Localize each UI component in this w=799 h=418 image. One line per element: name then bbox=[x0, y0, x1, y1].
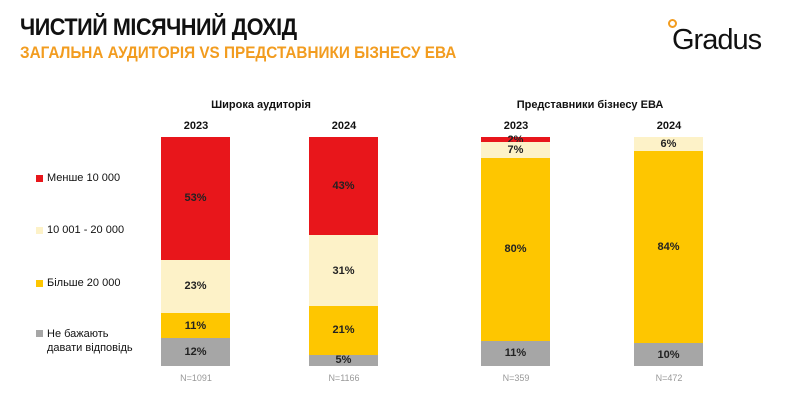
legend-item: Не бажають давати відповідь bbox=[36, 327, 136, 355]
group-title: Представники бізнесу ЕВА bbox=[516, 99, 664, 111]
page-title: ЧИСТИЙ МІСЯЧНИЙ ДОХІД bbox=[20, 14, 297, 41]
stacked-bar: 6% 84% 10% bbox=[634, 137, 703, 366]
legend-swatch bbox=[36, 175, 43, 182]
legend-item: Більше 20 000 bbox=[36, 277, 120, 289]
bar-segment: 6% bbox=[634, 137, 703, 151]
bar-segment: 7% bbox=[481, 141, 550, 158]
year-label: 2024 bbox=[331, 120, 357, 132]
sample-size-label: N=1166 bbox=[328, 373, 360, 383]
year-label: 2024 bbox=[656, 120, 682, 132]
bar-segment: 11% bbox=[161, 312, 230, 339]
page-subtitle: ЗАГАЛЬНА АУДИТОРІЯ VS ПРЕДСТАВНИКИ БІЗНЕ… bbox=[20, 43, 457, 62]
bar-segment: 11% bbox=[481, 340, 550, 366]
bar-segment: 5% bbox=[309, 354, 378, 366]
bar-segment: 43% bbox=[309, 137, 378, 236]
stacked-bar: 43% 31% 21% 5% bbox=[309, 137, 378, 366]
year-label: 2023 bbox=[183, 120, 209, 132]
bar-segment: 84% bbox=[634, 150, 703, 344]
legend-swatch bbox=[36, 280, 43, 287]
legend-swatch bbox=[36, 330, 43, 337]
sample-size-label: N=1091 bbox=[180, 373, 212, 383]
group-title: Широка аудиторія bbox=[211, 99, 311, 111]
gradus-logo: Gradus bbox=[672, 24, 762, 56]
bar-segment: 12% bbox=[161, 338, 230, 366]
legend-item: Менше 10 000 bbox=[36, 172, 120, 184]
bar-segment: 23% bbox=[161, 259, 230, 313]
stacked-bar: 53% 23% 11% 12% bbox=[161, 137, 230, 366]
logo-dot-icon bbox=[668, 19, 677, 28]
bar-segment: 31% bbox=[309, 235, 378, 307]
bar-segment: 53% bbox=[161, 137, 230, 260]
sample-size-label: N=472 bbox=[655, 373, 683, 383]
bar-segment: 21% bbox=[309, 306, 378, 355]
year-label: 2023 bbox=[503, 120, 529, 132]
sample-size-label: N=359 bbox=[502, 373, 530, 383]
bar-segment: 10% bbox=[634, 343, 703, 366]
legend-swatch bbox=[36, 227, 43, 234]
bar-segment: 80% bbox=[481, 157, 550, 341]
legend-item: 10 001 - 20 000 bbox=[36, 224, 124, 236]
stacked-bar: 2% 7% 80% 11% bbox=[481, 134, 550, 366]
